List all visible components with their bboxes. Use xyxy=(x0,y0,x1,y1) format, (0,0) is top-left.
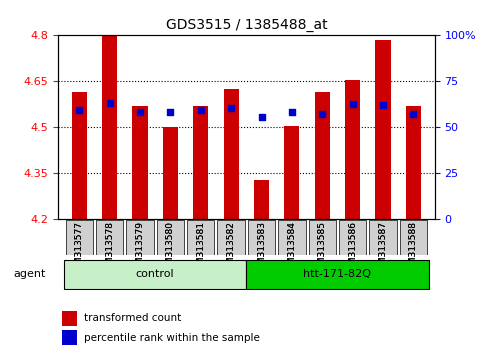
FancyBboxPatch shape xyxy=(400,220,427,255)
Text: GSM313577: GSM313577 xyxy=(75,221,84,276)
FancyBboxPatch shape xyxy=(96,220,123,255)
Text: GSM313580: GSM313580 xyxy=(166,221,175,276)
Bar xyxy=(345,80,360,219)
FancyBboxPatch shape xyxy=(246,260,428,289)
Text: GSM313586: GSM313586 xyxy=(348,221,357,276)
Text: GSM313587: GSM313587 xyxy=(379,221,387,276)
Bar xyxy=(224,89,239,219)
Text: GSM313582: GSM313582 xyxy=(227,221,236,276)
FancyBboxPatch shape xyxy=(187,220,214,255)
Point xyxy=(318,111,326,116)
Text: GSM313578: GSM313578 xyxy=(105,221,114,276)
FancyBboxPatch shape xyxy=(278,220,306,255)
FancyBboxPatch shape xyxy=(309,220,336,255)
Text: GSM313588: GSM313588 xyxy=(409,221,418,276)
Bar xyxy=(406,106,421,219)
Text: GSM313585: GSM313585 xyxy=(318,221,327,276)
Text: GSM313588: GSM313588 xyxy=(409,221,418,276)
Text: GSM313580: GSM313580 xyxy=(166,221,175,276)
Point xyxy=(288,109,296,115)
Point xyxy=(410,111,417,116)
FancyBboxPatch shape xyxy=(66,220,93,255)
Text: GSM313585: GSM313585 xyxy=(318,221,327,276)
Title: GDS3515 / 1385488_at: GDS3515 / 1385488_at xyxy=(166,18,327,32)
Bar xyxy=(163,127,178,219)
Text: GSM313579: GSM313579 xyxy=(136,221,144,276)
Text: GSM313581: GSM313581 xyxy=(196,221,205,276)
FancyBboxPatch shape xyxy=(339,220,366,255)
Text: GSM313584: GSM313584 xyxy=(287,221,297,276)
FancyBboxPatch shape xyxy=(127,220,154,255)
Text: control: control xyxy=(136,269,174,279)
Bar xyxy=(284,126,299,219)
Text: GSM313578: GSM313578 xyxy=(105,221,114,276)
FancyBboxPatch shape xyxy=(248,220,275,255)
Point xyxy=(197,107,205,113)
Bar xyxy=(193,106,208,219)
Text: percentile rank within the sample: percentile rank within the sample xyxy=(85,332,260,343)
Bar xyxy=(62,311,77,326)
FancyBboxPatch shape xyxy=(156,220,184,255)
Bar xyxy=(375,40,391,219)
Bar xyxy=(132,106,148,219)
Text: GSM313586: GSM313586 xyxy=(348,221,357,276)
FancyBboxPatch shape xyxy=(369,220,397,255)
Point xyxy=(257,114,265,120)
Text: GSM313587: GSM313587 xyxy=(379,221,387,276)
Text: GSM313584: GSM313584 xyxy=(287,221,297,276)
Bar xyxy=(315,92,330,219)
Text: agent: agent xyxy=(14,269,46,279)
Point xyxy=(349,102,356,107)
Text: GSM313583: GSM313583 xyxy=(257,221,266,276)
Point xyxy=(227,105,235,111)
Point xyxy=(136,109,144,115)
Bar xyxy=(254,180,269,219)
Text: GSM313583: GSM313583 xyxy=(257,221,266,276)
Text: GSM313579: GSM313579 xyxy=(136,221,144,276)
Bar xyxy=(62,330,77,345)
Text: transformed count: transformed count xyxy=(85,313,182,324)
FancyBboxPatch shape xyxy=(217,220,245,255)
Bar xyxy=(102,35,117,219)
Point xyxy=(106,100,114,105)
Text: GSM313577: GSM313577 xyxy=(75,221,84,276)
Point xyxy=(379,103,387,108)
Point xyxy=(167,109,174,115)
Text: GSM313581: GSM313581 xyxy=(196,221,205,276)
Bar xyxy=(71,92,87,219)
Point xyxy=(75,107,83,113)
FancyBboxPatch shape xyxy=(64,260,246,289)
Text: GSM313582: GSM313582 xyxy=(227,221,236,276)
Text: htt-171-82Q: htt-171-82Q xyxy=(303,269,371,279)
